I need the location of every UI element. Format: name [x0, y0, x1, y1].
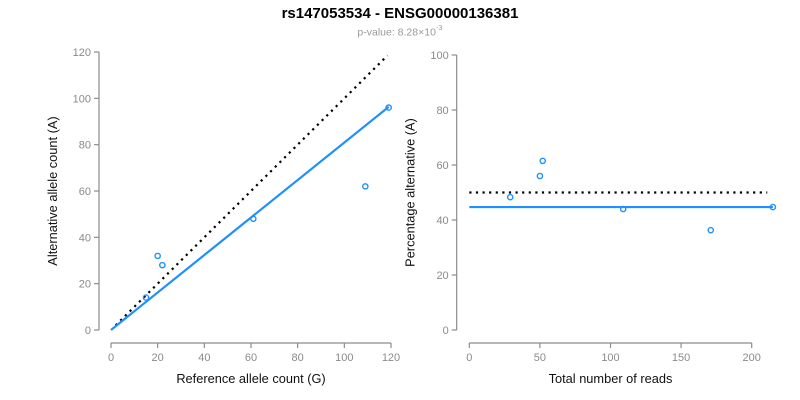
- data-point: [250, 215, 257, 223]
- pvalue-subtitle: p-value: 8.28×10-3: [0, 23, 800, 39]
- data-point: [707, 226, 715, 234]
- identity-line: [114, 54, 389, 327]
- left-scatter-panel: 0 20 40 60 80 100 120 0 20 40 60 80 100 120: [73, 47, 401, 364]
- data-point: [142, 294, 150, 301]
- data-point: [385, 104, 392, 111]
- data-point: [506, 193, 514, 201]
- pvalue-exponent: -3: [435, 23, 443, 32]
- right-yaxis-title: Percentage alternative (A): [403, 118, 418, 267]
- y-tick-label: 20: [79, 279, 91, 291]
- data-point: [159, 261, 166, 269]
- x-tick-label: 40: [198, 352, 210, 364]
- y-tick-label: 20: [436, 270, 448, 282]
- x-tick-label: 120: [382, 352, 400, 364]
- right-xaxis-title: Total number of reads: [549, 371, 673, 386]
- x-tick-label: 60: [245, 352, 257, 364]
- y-tick-label: 60: [79, 186, 91, 198]
- y-tick-label: 80: [79, 140, 91, 152]
- data-point: [154, 252, 161, 260]
- y-tick-label: 60: [436, 160, 448, 172]
- left-xaxis-title: Reference allele count (G): [176, 371, 325, 386]
- y-tick-label: 120: [73, 47, 91, 59]
- y-tick-label: 0: [85, 325, 91, 337]
- y-tick-label: 0: [443, 325, 449, 337]
- data-point: [539, 157, 547, 165]
- x-tick-label: 100: [601, 352, 619, 364]
- y-tick-label: 40: [79, 232, 91, 244]
- y-tick-label: 100: [430, 50, 448, 62]
- data-point: [619, 205, 627, 213]
- x-tick-label: 20: [152, 352, 164, 364]
- x-tick-label: 0: [108, 352, 114, 364]
- figure-title: rs147053534 - ENSG00000136381: [281, 5, 519, 22]
- x-tick-label: 50: [534, 352, 546, 364]
- x-tick-label: 0: [466, 352, 472, 364]
- y-tick-label: 40: [436, 215, 448, 227]
- y-tick-label: 100: [73, 93, 91, 105]
- y-tick-label: 80: [436, 105, 448, 117]
- x-tick-label: 150: [672, 352, 690, 364]
- left-yaxis-title: Alternative allele count (A): [45, 116, 60, 265]
- regression-line: [110, 106, 390, 331]
- x-tick-label: 200: [743, 352, 761, 364]
- data-point: [362, 183, 369, 190]
- x-tick-label: 80: [292, 352, 304, 364]
- right-scatter-panel: 0 50 100 150 200 0 20 40 60 80 100: [430, 50, 777, 364]
- data-point: [536, 172, 544, 180]
- pvalue-text: p-value: 8.28×10: [357, 26, 436, 39]
- x-tick-label: 100: [335, 352, 353, 364]
- data-point: [769, 203, 777, 211]
